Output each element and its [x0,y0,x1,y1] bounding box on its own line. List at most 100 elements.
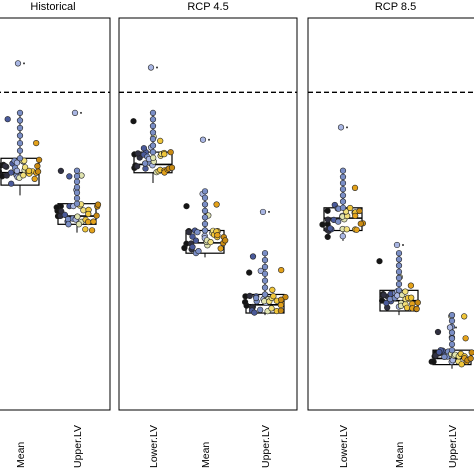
data-point [261,250,269,257]
data-point [347,204,354,212]
data-point [157,137,164,144]
data-point [66,173,73,180]
data-point [448,329,456,336]
data-point [468,349,474,356]
data-point [64,216,72,223]
data-point [73,184,81,191]
box-Lower.LV [319,124,367,241]
data-point [16,140,24,147]
data-point [242,299,249,306]
data-point [85,218,92,226]
data-point [257,267,264,275]
outlier-marker [268,210,270,213]
data-point [85,210,92,218]
data-point [16,109,24,116]
data-point [324,233,331,240]
data-point [149,149,157,156]
data-point [339,233,346,240]
outlier-point [14,60,22,67]
outlier-marker [455,326,457,329]
data-point [13,167,21,174]
data-point [395,281,403,288]
data-point [140,145,147,152]
data-point [339,192,347,199]
data-point [339,173,347,180]
data-point [383,299,390,307]
data-point [73,167,81,174]
data-point [73,173,81,180]
data-point [278,296,285,303]
data-point [319,221,326,228]
data-point [134,163,141,170]
data-point [150,154,157,161]
data-point [20,172,27,179]
data-point [74,213,81,220]
data-point [149,135,157,143]
data-point [4,116,11,123]
data-point [149,109,157,116]
category-label: Lower.LV [148,425,160,468]
panel-title: Historical [30,1,75,13]
data-point [408,294,415,301]
box-Mean [376,241,421,316]
data-point [3,172,10,179]
category-label: Mean [15,442,27,468]
data-point [413,305,420,313]
data-point [149,142,157,149]
data-point [356,207,363,215]
panel-title: RCP 4.5 [187,1,228,13]
data-point [201,201,209,208]
data-point [414,299,421,306]
data-point [277,302,285,309]
data-point [270,293,277,300]
data-point [142,160,149,167]
data-point [0,168,3,175]
outlier-marker [23,62,25,65]
data-point [168,164,176,171]
data-point [34,168,42,175]
outlier-point [147,64,155,71]
data-point [189,233,196,240]
data-point [16,147,24,154]
data-point [207,239,214,246]
outlier-marker [80,111,82,114]
data-point [33,140,40,147]
data-point [339,186,347,193]
box-Upper.LV [242,208,289,316]
data-point [73,189,81,196]
data-point [324,207,331,214]
outlier-point [199,136,207,143]
data-point [149,129,157,136]
data-point [149,122,157,130]
data-point [436,349,443,356]
data-point [194,229,201,236]
data-point [16,132,24,139]
category-label: Lower.LV [338,425,350,468]
panel-frame [307,17,474,411]
data-point [352,212,359,219]
panel-1: RCP 4.5 Lower.LV Mean Upper.LV [118,1,298,468]
data-point [269,286,276,294]
data-point [57,167,65,174]
data-point [2,163,9,170]
data-point [458,361,465,368]
outlier-point [71,109,79,117]
data-point [339,204,347,211]
data-point [448,335,456,342]
data-point [339,167,347,174]
data-point [278,267,285,274]
data-point [403,304,411,311]
data-point [13,159,21,166]
data-point [448,341,456,348]
data-point [183,203,190,210]
data-point [16,124,24,132]
data-point [448,317,456,325]
data-point [73,178,81,185]
data-point [34,163,41,170]
data-point [192,237,199,244]
data-point [130,118,137,125]
data-point [73,200,81,207]
data-point [351,184,359,191]
outlier-marker [402,243,404,246]
